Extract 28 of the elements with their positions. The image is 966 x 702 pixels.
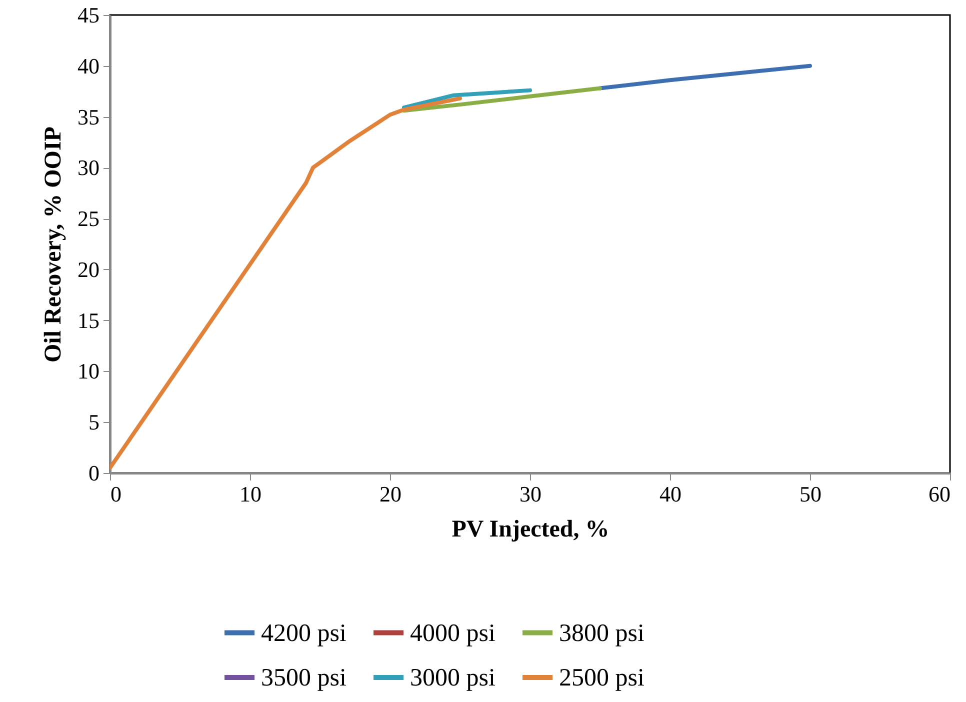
y-tick-label: 40	[78, 53, 100, 78]
legend-label: 2500 psi	[559, 664, 644, 692]
legend-label: 3800 psi	[559, 620, 644, 647]
y-tick-label: 0	[88, 460, 100, 486]
x-tick-label: 60	[928, 482, 950, 506]
x-tick-label: 10	[240, 482, 262, 506]
legend-label: 4200 psi	[261, 620, 346, 647]
y-tick-label: 20	[78, 256, 100, 282]
y-axis-title: Oil Recovery, % OOIP	[40, 126, 66, 362]
y-tick-label: 15	[78, 308, 100, 333]
x-tick-label: 30	[520, 482, 542, 506]
y-tick-label: 30	[78, 155, 100, 180]
x-tick-label: 0	[110, 482, 122, 506]
x-tick-label: 20	[380, 482, 402, 506]
line-series	[110, 96, 462, 470]
y-tick-label: 25	[78, 206, 100, 232]
x-tick-label: 50	[800, 482, 822, 506]
line-series	[598, 64, 812, 90]
x-axis-title: PV Injected, %	[452, 516, 610, 542]
legend-label: 4000 psi	[410, 620, 496, 647]
legend-label: 3000 psi	[410, 664, 496, 692]
y-tick-label: 35	[78, 104, 100, 130]
x-tick-label: 40	[660, 482, 682, 506]
y-tick-label: 5	[88, 410, 100, 435]
legend-label: 3500 psi	[261, 664, 346, 692]
y-tick-label: 10	[78, 358, 100, 384]
y-tick-label: 45	[78, 2, 100, 28]
line-series	[402, 86, 602, 113]
